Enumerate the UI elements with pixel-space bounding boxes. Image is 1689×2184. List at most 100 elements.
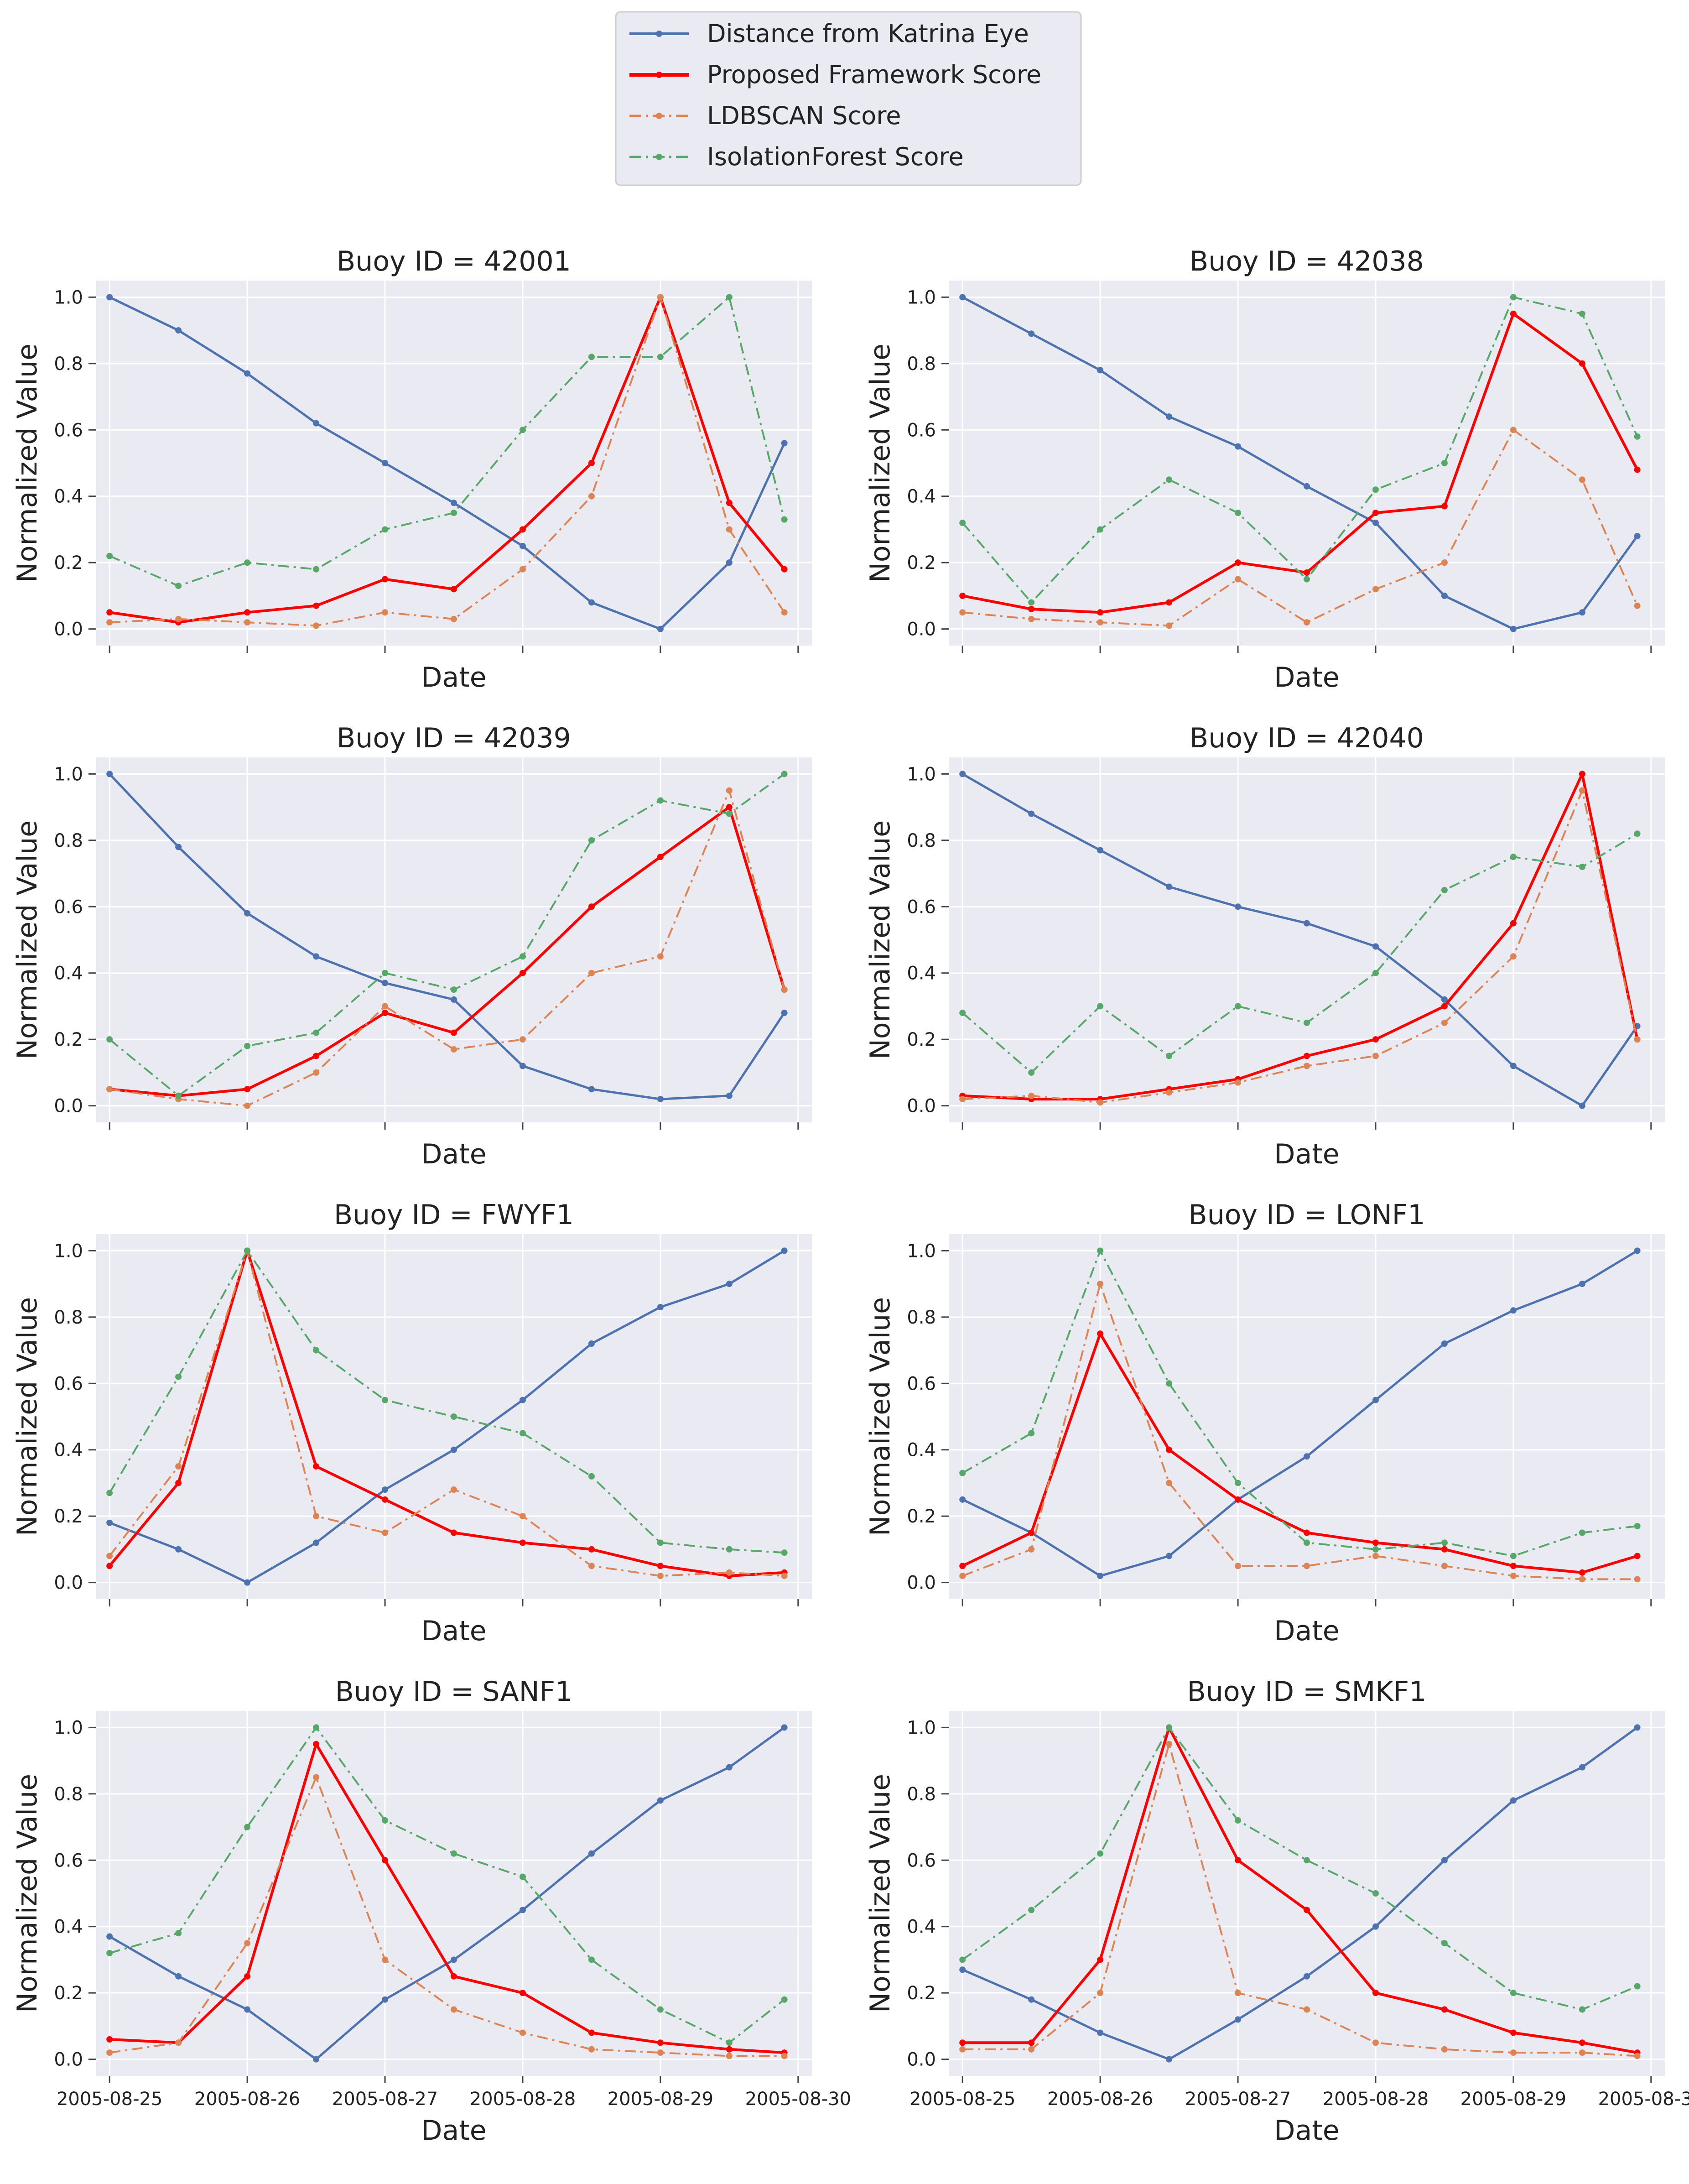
y-tick-label: 0.6 (907, 1850, 936, 1871)
x-axis-label: Date (421, 1138, 486, 1170)
data-point-distance (1634, 533, 1641, 539)
data-point-iforest (244, 1824, 251, 1830)
data-point-distance (451, 996, 457, 1003)
y-tick-label: 1.0 (907, 1241, 936, 1261)
data-point-distance (313, 2056, 320, 2063)
y-tick-label: 1.0 (54, 1717, 83, 1738)
y-tick-label: 0.0 (54, 2049, 83, 2070)
data-point-iforest (1166, 1053, 1173, 1059)
data-point-proposed (1372, 1990, 1379, 1996)
data-point-proposed (1579, 360, 1585, 367)
legend-entry-proposed: Proposed Framework Score (629, 60, 1041, 89)
legend-marker-distance (656, 31, 662, 37)
data-point-proposed (1304, 1053, 1310, 1059)
data-point-distance (313, 1539, 320, 1546)
data-point-iforest (451, 986, 457, 993)
data-point-iforest (1235, 1480, 1242, 1486)
data-point-iforest (175, 583, 182, 589)
data-point-ldbscan (451, 1486, 457, 1493)
y-tick-label: 1.0 (54, 287, 83, 308)
data-point-ldbscan (657, 1573, 664, 1579)
data-point-proposed (1510, 1563, 1517, 1569)
data-point-distance (588, 1086, 595, 1093)
x-axis-label: Date (1274, 2115, 1339, 2147)
data-point-iforest (1579, 864, 1585, 870)
data-point-iforest (451, 510, 457, 516)
data-point-ldbscan (1235, 1079, 1242, 1086)
data-point-ldbscan (1097, 1099, 1104, 1106)
data-point-proposed (1097, 609, 1104, 616)
legend-marker-proposed (656, 72, 662, 78)
data-point-distance (519, 542, 526, 549)
data-point-iforest (588, 354, 595, 360)
data-point-ldbscan (1028, 2046, 1035, 2053)
x-tick-label: 2005-08-26 (1047, 2089, 1153, 2110)
data-point-proposed (313, 1053, 320, 1059)
data-point-proposed (1372, 510, 1379, 516)
data-point-ldbscan (781, 609, 788, 616)
data-point-ldbscan (959, 609, 966, 616)
data-point-distance (451, 500, 457, 506)
data-point-ldbscan (657, 2049, 664, 2056)
data-point-distance (106, 1933, 113, 1940)
data-point-distance (959, 1496, 966, 1503)
data-point-proposed (1510, 310, 1517, 317)
data-point-distance (1441, 996, 1448, 1003)
data-point-distance (726, 559, 733, 566)
legend-entry-iforest: IsolationForest Score (629, 142, 964, 171)
data-point-distance (1510, 1063, 1517, 1069)
data-point-proposed (1579, 771, 1585, 777)
data-point-proposed (1235, 1496, 1242, 1503)
data-point-distance (1028, 330, 1035, 337)
data-point-iforest (657, 797, 664, 804)
y-tick-label: 0.0 (54, 1573, 83, 1594)
data-point-ldbscan (175, 2039, 182, 2046)
data-point-iforest (451, 1413, 457, 1420)
data-point-proposed (1304, 569, 1310, 576)
x-tick-label: 2005-08-30 (745, 2089, 851, 2110)
data-point-ldbscan (1579, 476, 1585, 483)
data-point-distance (726, 1092, 733, 1099)
data-point-ldbscan (313, 1069, 320, 1076)
series-line-iforest (962, 1726, 1638, 2011)
data-point-distance (959, 771, 966, 777)
subplot-4: 0.0 0.2 0.4 0.6 0.8 1.0 Buoy ID = FWYF1 Date Nor… (11, 1199, 812, 1647)
data-point-proposed (959, 2039, 966, 2046)
x-tick-label: 2005-08-30 (1598, 2089, 1689, 2110)
data-point-proposed (313, 602, 320, 609)
data-point-iforest (1304, 1539, 1310, 1546)
y-tick-label: 1.0 (907, 287, 936, 308)
data-point-ldbscan (244, 619, 251, 626)
plot-area (949, 1711, 1665, 2076)
subplot-title: Buoy ID = SMKF1 (1187, 1676, 1427, 1708)
data-point-proposed (106, 609, 113, 616)
y-tick-label: 0.4 (54, 1440, 83, 1461)
x-axis-label: Date (1274, 1615, 1339, 1647)
data-point-proposed (726, 2046, 733, 2053)
data-point-distance (244, 370, 251, 377)
data-point-proposed (1372, 1539, 1379, 1546)
data-point-iforest (959, 1010, 966, 1016)
data-point-distance (781, 1724, 788, 1731)
data-point-iforest (781, 1996, 788, 2003)
data-point-iforest (382, 970, 389, 976)
data-point-distance (1097, 1573, 1104, 1579)
x-axis-label: Date (421, 662, 486, 693)
data-point-proposed (726, 804, 733, 811)
data-point-proposed (1441, 2006, 1448, 2013)
data-point-iforest (1510, 1990, 1517, 1996)
data-point-distance (726, 1281, 733, 1287)
data-point-ldbscan (1166, 1741, 1173, 1747)
data-point-iforest (244, 1042, 251, 1049)
data-point-distance (382, 980, 389, 986)
data-point-ldbscan (1372, 1553, 1379, 1559)
data-point-ldbscan (726, 1569, 733, 1576)
data-point-iforest (382, 526, 389, 533)
plot-area (949, 1234, 1665, 1599)
data-point-ldbscan (382, 1003, 389, 1010)
data-point-iforest (1304, 1019, 1310, 1026)
data-point-distance (451, 1446, 457, 1453)
data-point-ldbscan (1304, 1563, 1310, 1569)
data-point-iforest (1166, 476, 1173, 483)
data-point-distance (781, 440, 788, 447)
